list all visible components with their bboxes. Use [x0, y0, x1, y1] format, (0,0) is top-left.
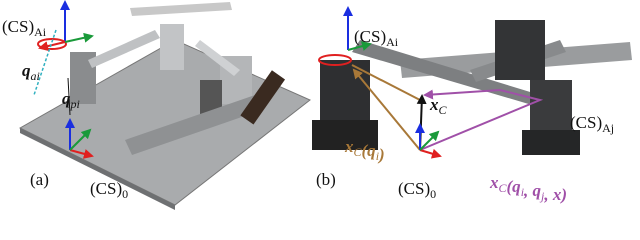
subscript: 0: [122, 187, 128, 201]
expr-part: , q: [523, 181, 542, 200]
frame-axes-b: [318, 6, 544, 159]
subscript: C: [499, 181, 508, 195]
subscript: 0: [430, 187, 436, 201]
photo-b: [312, 20, 632, 155]
expr-part: (CS): [2, 17, 34, 36]
subscript: ai: [31, 69, 40, 83]
expr-part: (CS): [398, 179, 430, 198]
subscript: Ai: [386, 35, 399, 49]
panel-label: (a): [30, 170, 49, 189]
expr-part: ): [377, 145, 385, 164]
subscript: C: [354, 145, 363, 159]
subscript: j: [539, 189, 545, 203]
expr-part: (q: [362, 141, 377, 160]
frame-label: (CS)Aj: [570, 113, 614, 135]
frame-label: (CS)0: [398, 179, 436, 201]
subscript: C: [439, 103, 448, 117]
subscript: Ai: [34, 25, 47, 39]
expr-part: x: [429, 95, 439, 114]
vector-label: xC(qi, qj, x): [489, 173, 567, 204]
subscript: i: [376, 149, 379, 163]
expr-part: (CS): [90, 179, 122, 198]
subscript: i: [521, 185, 524, 199]
subscript: pi: [70, 97, 80, 111]
subscript: Aj: [602, 121, 614, 135]
expr-part: , x): [543, 185, 567, 204]
frame-label: (CS)0: [90, 179, 128, 201]
frame-axes-a: [33, 0, 94, 159]
expr-part: x: [489, 173, 499, 192]
frame-label: (CS)Ai: [354, 27, 399, 49]
expr-part: (CS): [570, 113, 602, 132]
expr-part: (CS): [354, 27, 386, 46]
expr-part: q: [22, 61, 31, 80]
panel-label: (b): [316, 170, 336, 189]
expr-part: x: [344, 137, 354, 156]
vector-label: xC(qi): [344, 137, 385, 164]
expr-part: q: [62, 89, 71, 108]
figure: (a) (b)(CS)Aiqaiqpi(CS)0(CS)Ai(CS)Aj(CS)0…: [2, 0, 632, 210]
photo-a: [18, 2, 311, 210]
joint-label: qpi: [62, 89, 80, 111]
expr-part: (q: [507, 177, 522, 196]
vector-label: xC: [429, 95, 448, 117]
frame-label: (CS)Ai: [2, 17, 47, 39]
joint-label: qai: [22, 61, 40, 83]
